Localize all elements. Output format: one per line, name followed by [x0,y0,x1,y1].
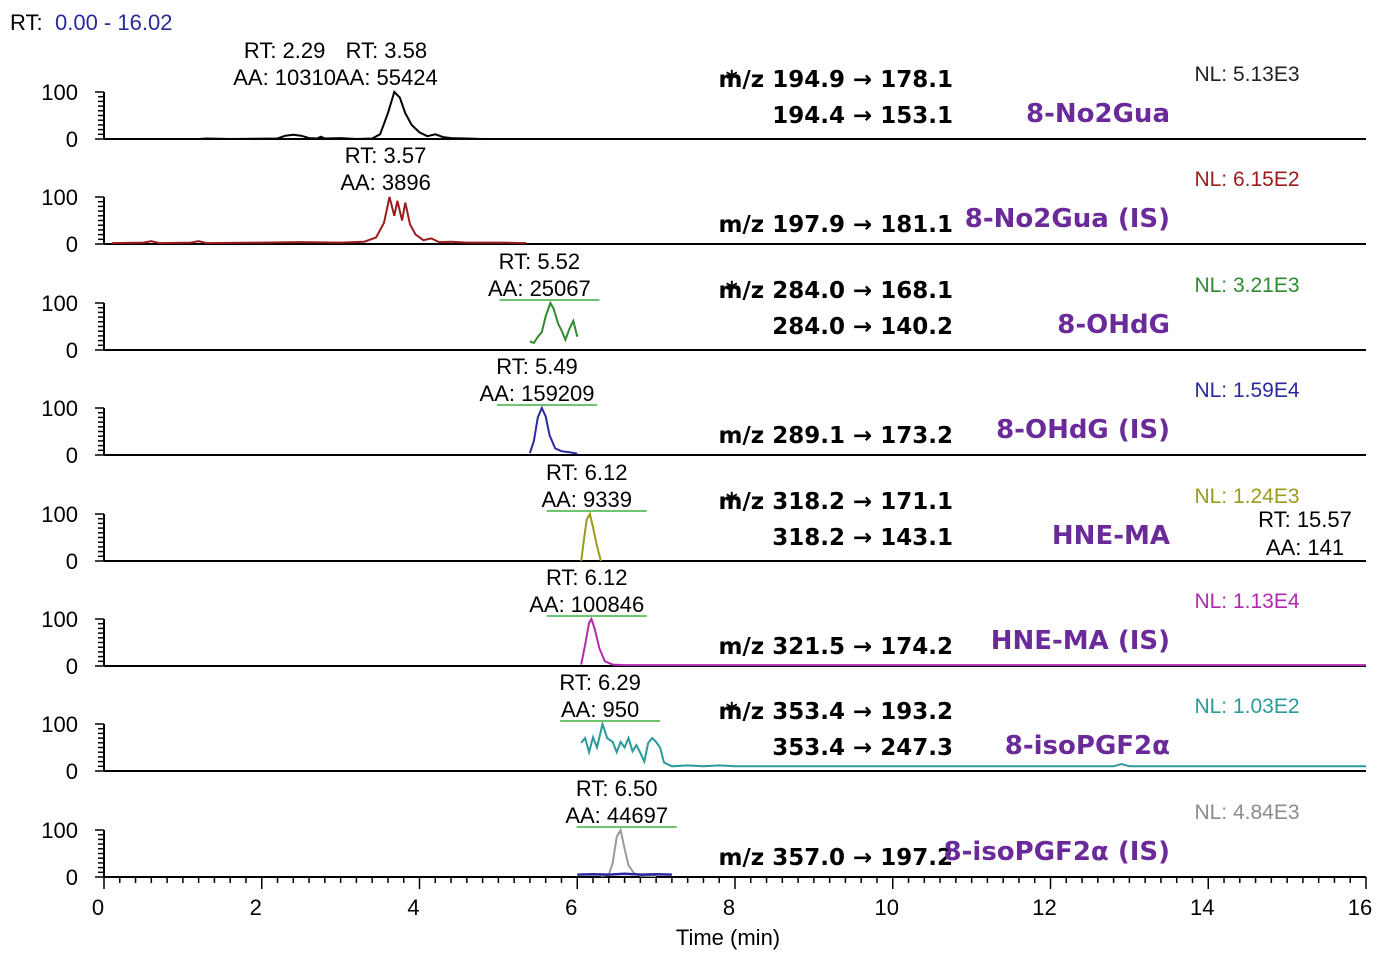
peak-area-label: AA: 159209 [480,381,595,406]
x-tick-label: 8 [723,895,735,920]
transition-label: m/z 197.9 → 181.1 [718,212,953,238]
transition-label: 353.4 → 247.3 [772,735,953,761]
transition-label: m/z 318.2 → 171.1 [718,489,953,515]
transition-label: m/z 353.4 → 193.2 [718,699,953,725]
peak-rt-label: RT: 3.58 [346,38,428,63]
y-tick-label-100: 100 [41,502,78,527]
trace-line [600,827,657,878]
peak-rt-label: RT: 6.29 [559,670,641,695]
peak-rt-label: RT: 3.57 [345,143,427,168]
peak-area-label: AA: 9339 [541,487,632,512]
y-tick-label-0: 0 [66,759,78,784]
trace-line [580,511,602,562]
transition-label: 194.4 → 153.1 [772,103,953,129]
transition-label: m/z 284.0 → 168.1 [718,278,953,304]
rt-range: 0.00 - 16.02 [55,10,172,35]
nl-label: NL: 1.03E2 [1194,695,1299,718]
transition-label: m/z 194.9 → 178.1 [718,67,953,93]
trace-line [111,196,527,245]
peak-rt-label: RT: 6.50 [576,776,658,801]
rt-label: RT: [10,10,43,35]
transition-label: 318.2 → 143.1 [772,525,953,551]
y-tick-label-0: 0 [66,549,78,574]
compound-name: 8-OHdG [1057,310,1170,340]
transition-label: 284.0 → 140.2 [772,314,953,340]
peak-area-label: AA: 25067 [488,276,591,301]
transition-star: * [726,67,738,93]
compound-name: HNE-MA [1052,521,1170,551]
compound-name: 8-isoPGF2α [1005,731,1170,761]
y-tick-label-0: 0 [66,127,78,152]
trace-line [580,720,1366,768]
y-tick-label-100: 100 [41,818,78,843]
y-tick-label-100: 100 [41,396,78,421]
peak-rt-label: RT: 5.49 [496,354,578,379]
transition-label: m/z 289.1 → 173.2 [718,423,953,449]
peak-rt-label: RT: 6.12 [546,460,628,485]
transition-star: * [726,489,738,515]
nl-label: NL: 4.84E3 [1194,801,1299,824]
nl-label: NL: 5.13E3 [1194,63,1299,86]
x-tick-label: 2 [250,895,262,920]
nl-label: NL: 1.59E4 [1194,379,1299,402]
trace-line [529,300,579,345]
peak-area-label: AA: 3896 [340,170,431,195]
compound-name: HNE-MA (IS) [991,626,1170,656]
y-tick-label-100: 100 [41,291,78,316]
y-tick-label-0: 0 [66,654,78,679]
nl-label: NL: 6.15E2 [1194,168,1299,191]
compound-name: 8-No2Gua [1026,99,1170,129]
y-tick-label-100: 100 [41,80,78,105]
transition-label: m/z 357.0 → 197.2 [718,845,953,871]
peak-rt-label: RT: 6.12 [546,565,628,590]
peak-rt-label: RT: 2.29 [244,38,326,63]
nl-label: NL: 1.13E4 [1194,590,1299,613]
peak-area-label: AA: 100846 [529,592,644,617]
x-tick-label: 10 [875,895,899,920]
x-tick-label: 0 [92,895,104,920]
x-axis-title: Time (min) [676,925,780,950]
peak-area-label: AA: 44697 [565,803,668,828]
peak-rt-label: RT: 15.57 [1258,507,1352,532]
y-tick-label-100: 100 [41,607,78,632]
y-tick-label-0: 0 [66,338,78,363]
peak-area-label: AA: 950 [561,697,639,722]
compound-name: 8-isoPGF2α (IS) [944,837,1170,867]
trace-line [580,616,1366,667]
y-tick-label-100: 100 [41,185,78,210]
x-tick-label: 12 [1032,895,1056,920]
compound-name: 8-No2Gua (IS) [965,204,1170,234]
compound-name: 8-OHdG (IS) [996,415,1170,445]
peak-area-label: AA: 55424 [335,65,438,90]
y-tick-label-0: 0 [66,865,78,890]
trace-line [528,405,578,455]
x-tick-label: 6 [565,895,577,920]
transition-label: m/z 321.5 → 174.2 [718,634,953,660]
trace-line [111,90,530,141]
x-tick-label: 16 [1348,895,1372,920]
y-tick-label-100: 100 [41,712,78,737]
nl-label: NL: 3.21E3 [1194,274,1299,297]
trace-baseline-line [577,872,672,876]
transition-star: * [726,278,738,304]
peak-rt-label: RT: 5.52 [499,249,581,274]
x-tick-label: 4 [407,895,419,920]
x-tick-label: 14 [1190,895,1214,920]
y-tick-label-0: 0 [66,443,78,468]
peak-area-label: AA: 141 [1266,535,1344,560]
peak-area-label: AA: 10310 [233,65,336,90]
y-tick-label-0: 0 [66,232,78,257]
transition-star: * [726,699,738,725]
nl-label: NL: 1.24E3 [1194,485,1299,508]
